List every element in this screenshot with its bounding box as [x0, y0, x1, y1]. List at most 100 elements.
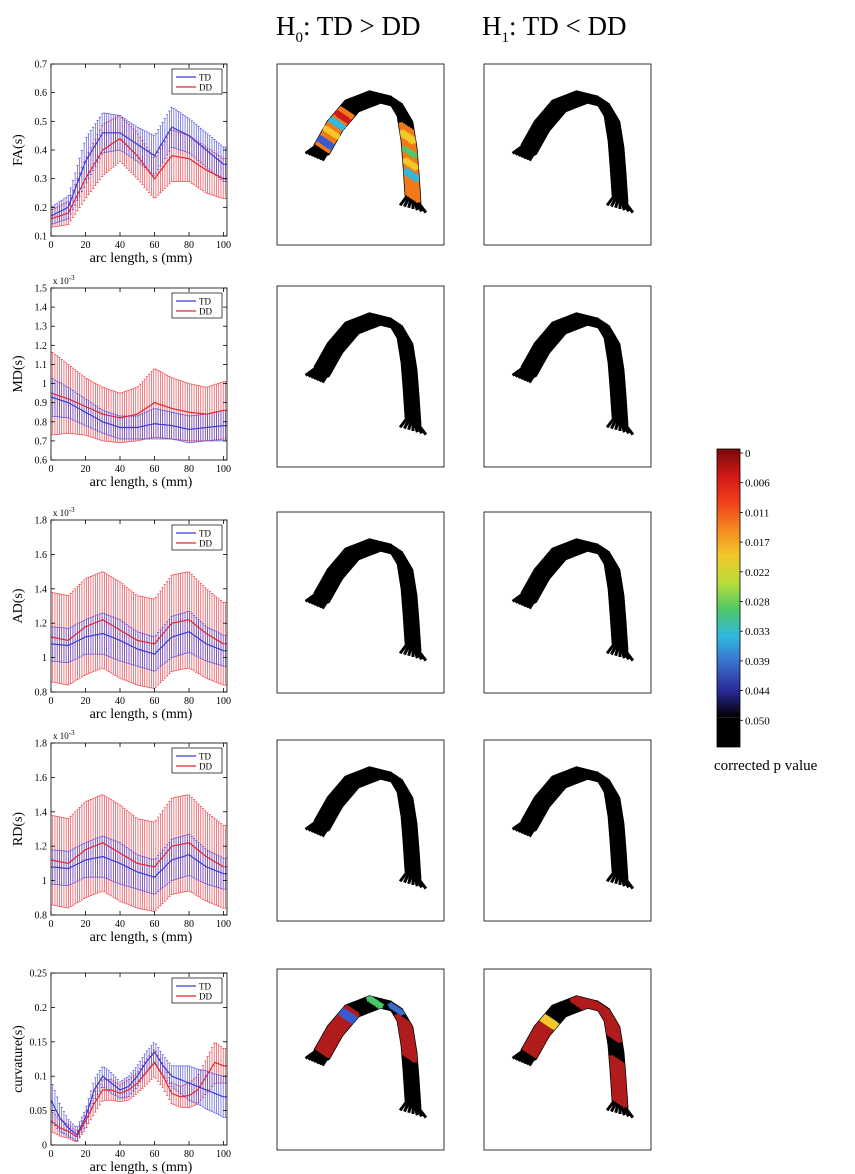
mean-line-td	[51, 854, 227, 878]
ytick-label: 1.4	[35, 584, 48, 595]
p-value-overlay	[338, 123, 346, 131]
axes-box	[50, 972, 228, 1146]
p-value-overlay	[532, 1027, 554, 1059]
mean-line-dd	[51, 392, 227, 419]
ytick-label: 1.3	[35, 322, 48, 333]
legend-box	[171, 524, 223, 551]
mean-line-dd	[51, 842, 227, 868]
xtick-label: 40	[115, 919, 125, 930]
ytick-label: 1.6	[35, 550, 48, 561]
axes-box	[50, 519, 228, 693]
ytick-label: 1.8	[35, 739, 48, 750]
axis-multiplier: x 10-3	[53, 729, 75, 741]
p-value-overlay	[580, 1003, 623, 1043]
ytick-label: 1	[42, 379, 47, 390]
tract-bundle	[511, 766, 635, 890]
legend-label-td: TD	[199, 982, 211, 992]
plot-rds: 0.8 1 1.2 1.4 1.6 1.8 0 20 40 60 80 100 x 10-3 arc le…	[11, 729, 231, 945]
panel-frame	[483, 63, 652, 246]
mean-line-td	[51, 631, 227, 655]
xtick-label: 20	[81, 464, 91, 475]
ytick-label: 0.6	[35, 456, 48, 467]
xtick-label: 80	[184, 919, 194, 930]
legend-box	[171, 292, 223, 319]
plot-area	[51, 352, 227, 444]
plot-area	[51, 1042, 227, 1142]
p-value-overlay	[376, 1003, 385, 1009]
legend-label-dd: DD	[199, 762, 212, 772]
xtick-label: 0	[49, 240, 54, 251]
errorbars-td	[51, 378, 227, 444]
tract-bundle	[511, 995, 635, 1119]
legend-label-dd: DD	[199, 307, 212, 317]
p-value-colorbar: 0 0.006 0.011 0.017 0.022 0.028 0.033 0.039 0.04…	[714, 448, 818, 774]
colorbar-tick-label: 0.039	[745, 656, 770, 668]
tract-panel-r1-c1	[483, 285, 652, 468]
legend-box	[171, 977, 223, 1004]
panel-frame	[483, 968, 652, 1151]
colorbar-tick-label: 0.022	[745, 567, 770, 579]
ytick-label: 0.9	[35, 398, 48, 409]
ytick-label: 1.4	[35, 807, 48, 818]
p-value-overlay	[619, 1062, 628, 1108]
mean-line-td	[51, 396, 227, 431]
y-axis-label: RD(s)	[11, 812, 26, 847]
x-axis-label: arc length, s (mm)	[90, 251, 193, 266]
xtick-label: 20	[81, 919, 91, 930]
errorbars-td	[51, 1042, 227, 1141]
column-header-0: H0: TD > DD	[276, 11, 420, 46]
colorbar-frame	[716, 448, 741, 748]
xtick-label: 100	[216, 696, 231, 707]
colorbar-tick-label: 0.011	[745, 507, 769, 519]
tract-panels	[276, 63, 652, 1151]
axes-box	[50, 742, 228, 916]
xtick-label: 20	[81, 240, 91, 251]
ytick-label: 0.15	[30, 1037, 48, 1048]
ytick-label: 1	[42, 876, 47, 887]
y-axis-label: FA(s)	[11, 134, 26, 166]
colorbar-tick-label: 0.050	[745, 715, 770, 727]
tract-panel-r2-c0	[276, 511, 445, 694]
legend-label-td: TD	[199, 73, 211, 83]
mean-line-td	[51, 1051, 227, 1136]
plot-curvatures: 0 0.05 0.1 0.15 0.2 0.25 0 20 40 60 80 100 arc lengt…	[11, 969, 231, 1174]
tract-panel-r1-c0	[276, 285, 445, 468]
tract-bundle	[304, 766, 428, 890]
xtick-label: 60	[150, 240, 160, 251]
plot-ads: 0.8 1 1.2 1.4 1.6 1.8 0 20 40 60 80 100 x 10-3 arc le…	[11, 506, 231, 722]
p-value-overlay	[348, 1014, 359, 1025]
mean-line-dd	[51, 137, 227, 220]
colorbar-tick-label: 0	[745, 448, 751, 460]
ytick-label: 0.4	[35, 146, 48, 157]
xtick-label: 80	[184, 696, 194, 707]
colorbar-black-segment	[717, 717, 740, 747]
xtick-label: 40	[115, 464, 125, 475]
legend-label-dd: DD	[199, 83, 212, 93]
xtick-label: 40	[115, 1149, 125, 1160]
tract-panel-r4-c0	[276, 968, 445, 1151]
ytick-label: 0.1	[35, 1072, 48, 1083]
errorbars-dd	[51, 115, 227, 228]
ytick-label: 0.8	[35, 911, 48, 922]
x-axis-label: arc length, s (mm)	[90, 707, 193, 722]
xtick-label: 60	[150, 919, 160, 930]
plot-mds: 0.6 0.7 0.8 0.9 1 1.1 1.2 1.3 1.4 1.5 0 20 40 60 80 100…	[11, 274, 231, 490]
p-value-overlay	[404, 1020, 418, 1063]
legend-box	[171, 68, 223, 95]
tract-bundle	[511, 90, 635, 214]
xtick-label: 60	[150, 1149, 160, 1160]
ytick-label: 0	[42, 1141, 47, 1152]
panel-frame	[483, 739, 652, 922]
x-axis-label: arc length, s (mm)	[90, 930, 193, 945]
panel-frame	[276, 968, 445, 1151]
ytick-label: 0.8	[35, 417, 48, 428]
ytick-label: 1	[42, 653, 47, 664]
panel-frame	[276, 285, 445, 468]
ytick-label: 0.2	[35, 1003, 48, 1014]
tract-panel-r0-c0	[276, 63, 445, 246]
xtick-label: 20	[81, 696, 91, 707]
p-value-overlay	[333, 132, 340, 140]
